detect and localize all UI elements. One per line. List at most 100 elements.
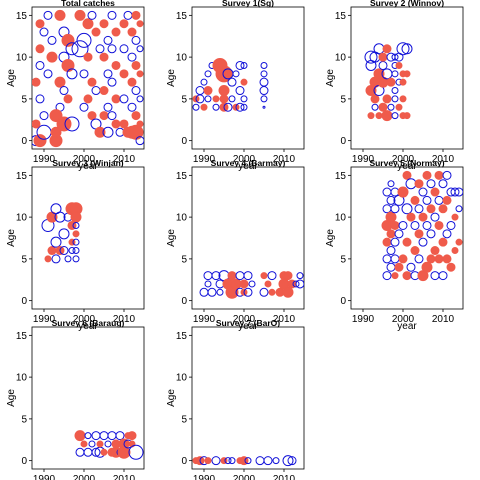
negative-residual-bubble [243,271,253,281]
positive-residual-bubble [99,19,109,29]
positive-residual-bubble [219,94,229,104]
positive-residual-bubble [32,77,41,87]
positive-residual-bubble [386,77,396,87]
y-tick-label: 0 [181,136,187,147]
positive-residual-bubble [422,170,432,180]
negative-residual-bubble [426,229,436,239]
positive-residual-bubble [370,94,380,104]
negative-residual-bubble [248,280,256,288]
positive-residual-bubble [83,94,93,104]
negative-residual-bubble [260,95,268,103]
positive-residual-bubble [451,247,459,255]
plot-frame [31,166,145,310]
x-tick-label: 2000 [233,154,256,165]
negative-residual-bubble [91,431,101,441]
positive-residual-bubble [367,112,375,120]
x-axis-label: year [78,161,98,172]
negative-residual-bubble [235,60,245,70]
negative-residual-bubble [204,95,212,103]
x-tick-label: 2010 [113,474,136,480]
positive-residual-bubble [35,19,45,29]
negative-residual-bubble [211,271,221,281]
plot-frame [191,326,305,470]
positive-residual-bubble [87,77,97,87]
panel-title: Survey 7 (BarO) [216,318,280,328]
negative-residual-bubble [240,95,248,103]
negative-residual-bubble [228,457,236,465]
positive-residual-bubble [394,262,404,272]
negative-residual-bubble [84,432,92,440]
y-axis-label: Age [325,69,336,87]
panel-survey-4-barmay: Survey 4 (Barmay) 1990 2000 2010 0 5 10 15 year A… [166,158,305,332]
y-tick-label: 15 [335,11,347,22]
y-tick-label: 5 [181,414,187,425]
negative-residual-bubble [68,247,76,255]
negative-residual-bubble [136,95,144,103]
y-tick-label: 0 [340,296,346,307]
negative-residual-bubble [235,102,245,112]
positive-residual-bubble [455,238,463,246]
positive-residual-bubble [395,61,403,69]
negative-residual-bubble [391,112,399,120]
y-axis-label: Age [166,229,177,247]
negative-residual-bubble [88,440,96,448]
negative-residual-bubble [260,70,268,78]
negative-residual-bubble [438,179,448,189]
positive-residual-bubble [381,110,393,122]
negative-residual-bubble [260,61,268,69]
negative-residual-bubble [401,43,413,55]
positive-residual-bubble [127,77,137,87]
negative-residual-bubble [75,447,85,457]
negative-residual-bubble [65,42,79,56]
negative-residual-bubble [66,68,78,80]
negative-residual-bubble [262,105,266,109]
positive-residual-bubble [410,195,420,205]
negative-residual-bubble [364,50,378,64]
negative-residual-bubble [123,10,133,20]
y-tick-label: 15 [176,11,188,22]
positive-residual-bubble [44,255,52,263]
bubble-group [74,430,144,460]
positive-residual-bubble [414,179,424,189]
y-tick-label: 10 [16,373,28,384]
negative-residual-bubble [406,262,416,272]
y-tick-label: 15 [176,331,188,342]
negative-residual-bubble [51,254,61,264]
negative-residual-bubble [200,78,208,86]
x-tick-label: 2000 [392,154,415,165]
positive-residual-bubble [119,19,129,29]
x-axis-label: year [238,321,258,332]
positive-residual-bubble [399,95,407,103]
positive-residual-bubble [46,51,58,63]
positive-residual-bubble [430,246,440,256]
plot-frame [31,326,145,470]
positive-residual-bubble [386,229,396,239]
positive-residual-bubble [54,76,66,88]
x-tick-label: 1990 [33,154,56,165]
negative-residual-bubble [394,229,404,239]
negative-residual-bubble [414,204,424,214]
positive-residual-bubble [390,220,400,230]
negative-residual-bubble [450,187,460,197]
negative-residual-bubble [387,103,395,111]
negative-residual-bubble [282,455,294,467]
negative-residual-bubble [390,204,400,214]
positive-residual-bubble [111,119,121,129]
x-tick-label: 2010 [432,314,455,325]
y-tick-label: 0 [21,136,27,147]
negative-residual-bubble [401,203,413,215]
y-tick-label: 0 [340,136,346,147]
positive-residual-bubble [111,27,121,37]
positive-residual-bubble [215,65,233,83]
negative-residual-bubble [259,287,269,297]
y-axis-label: Age [6,69,17,87]
negative-residual-bubble [391,95,399,103]
positive-residual-bubble [204,457,212,465]
positive-residual-bubble [426,204,436,214]
negative-residual-bubble [107,44,117,54]
negative-residual-bubble [243,287,253,297]
x-tick-label: 2000 [233,474,256,480]
y-tick-label: 10 [335,213,347,224]
negative-residual-bubble [64,116,80,132]
negative-residual-bubble [438,271,448,281]
